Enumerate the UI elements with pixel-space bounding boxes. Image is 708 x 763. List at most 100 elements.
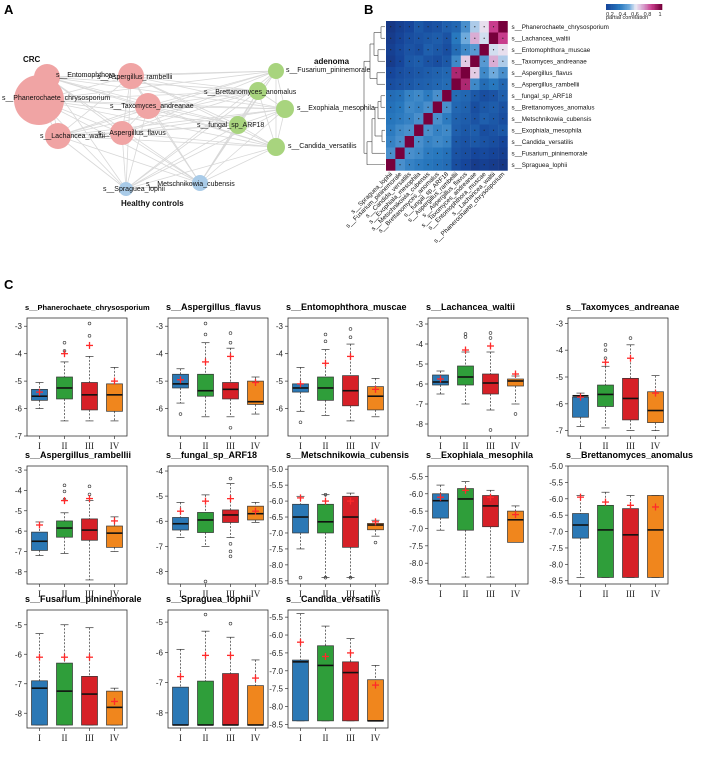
- outlier-point: [203, 332, 208, 337]
- heatmap-color-legend: partial correlation 0.2 0.4 0.6 0.8 1: [606, 4, 663, 21]
- x-tick-label: I: [179, 733, 182, 743]
- heatmap-significance-dot: [455, 118, 457, 120]
- outlier-point: [513, 412, 518, 416]
- heatmap-row-label: s__Phanerochaete_chrysosporium: [512, 24, 609, 31]
- outlier-point: [348, 335, 353, 339]
- y-tick-label: -4: [416, 340, 424, 349]
- legend-swatch: [625, 4, 628, 10]
- heatmap-significance-dot: [464, 106, 467, 108]
- heatmap-significance-dot: [436, 72, 439, 74]
- heatmap-significance-dot: [408, 164, 410, 166]
- x-tick-label: I: [38, 733, 41, 743]
- y-tick-label: -7: [15, 680, 23, 689]
- heatmap-significance-dot: [390, 26, 392, 28]
- legend-tick: 0.4: [619, 12, 627, 18]
- boxplot-title: s__fungal_sp_ARF18: [166, 450, 257, 460]
- heatmap-significance-dot: [446, 129, 448, 131]
- y-tick-label: -8: [156, 709, 164, 718]
- y-tick-label: -7.5: [409, 542, 423, 551]
- heatmap-significance-dot: [390, 72, 392, 74]
- x-tick-label: I: [439, 441, 442, 451]
- legend-swatch: [646, 4, 649, 10]
- box-III: [81, 382, 98, 411]
- outlier-point: [348, 327, 353, 331]
- heatmap-significance-dot: [492, 164, 495, 166]
- heatmap-significance-dot: [464, 164, 467, 166]
- x-tick-label: III: [346, 441, 355, 451]
- heatmap-row-label: s__Candida_versatilis: [512, 139, 574, 146]
- x-tick-label: II: [62, 441, 68, 451]
- box-I: [292, 503, 309, 534]
- heatmap-significance-dot: [483, 83, 485, 85]
- boxplot-subpanel: s__Aspergillus_flavus-6-5-4-3I II III IV: [156, 302, 269, 451]
- x-tick-label: I: [439, 589, 442, 599]
- heatmap-significance-dot: [390, 118, 392, 120]
- heatmap-significance-dot: [408, 152, 410, 154]
- outlier-point: [603, 343, 608, 347]
- network-edge: [257, 90, 277, 148]
- outlier-point: [463, 332, 468, 336]
- boxplot-title: s__Fusarium_pininemorale: [25, 594, 142, 604]
- legend-swatch: [606, 4, 608, 10]
- network-node-label: s__Aspergillus_flavus: [98, 130, 166, 137]
- outlier-point: [348, 575, 353, 580]
- x-tick-label: III: [85, 441, 94, 451]
- legend-tick: 0.6: [631, 12, 639, 18]
- y-tick-label: -7: [15, 432, 23, 441]
- legend-swatch: [656, 4, 659, 10]
- heatmap-significance-dot: [418, 60, 420, 62]
- legend-swatch: [655, 4, 657, 10]
- box-I: [572, 513, 589, 539]
- outlier-point: [87, 484, 92, 489]
- heatmap-significance-dot: [436, 26, 439, 28]
- x-tick-label: IV: [110, 589, 120, 599]
- x-tick-label: IV: [511, 441, 521, 451]
- x-tick-label: III: [85, 589, 94, 599]
- heatmap-significance-dot: [418, 95, 420, 97]
- legend-swatch: [660, 4, 663, 10]
- heatmap-row-labels: s__Phanerochaete_chrysosporium s__Lachanc…: [512, 24, 609, 169]
- heatmap-significance-dot: [483, 95, 485, 97]
- heatmap-significance-dot: [408, 72, 410, 74]
- heatmap-significance-dot: [492, 118, 495, 120]
- legend-swatch: [652, 4, 654, 10]
- heatmap-significance-dot: [455, 141, 457, 143]
- legend-swatch: [648, 4, 650, 10]
- box-III: [622, 508, 639, 578]
- heatmap-significance-dot: [427, 95, 429, 97]
- x-tick-label: I: [299, 441, 302, 451]
- plot-frame: [167, 609, 269, 729]
- heatmap-cell: [488, 32, 499, 45]
- heatmap-significance-dot: [502, 83, 504, 85]
- legend-swatch: [650, 4, 653, 10]
- legend-swatch: [618, 4, 621, 10]
- network-edge: [199, 124, 239, 184]
- box-I: [292, 659, 309, 722]
- legend-swatch: [614, 4, 617, 10]
- y-tick-label: -3: [416, 320, 424, 329]
- heatmap-significance-dot: [390, 83, 392, 85]
- heatmap-cell: [432, 101, 443, 114]
- network-edge: [121, 70, 277, 134]
- legend-swatch: [620, 4, 622, 10]
- legend-swatch: [659, 4, 661, 10]
- legend-swatch: [627, 4, 629, 10]
- x-tick-label: II: [463, 589, 469, 599]
- network-edge: [147, 105, 201, 184]
- outlier-point: [488, 428, 493, 432]
- legend-swatch: [645, 4, 647, 10]
- x-tick-label: II: [203, 441, 209, 451]
- x-tick-label: I: [579, 441, 582, 451]
- y-tick-label: -7: [15, 547, 23, 556]
- heatmap-significance-dot: [483, 37, 485, 39]
- box-IV: [106, 383, 123, 412]
- legend-tick: 1: [658, 12, 661, 18]
- legend-title: partial correlation: [606, 15, 648, 21]
- heatmap-significance-dot: [408, 37, 410, 39]
- heatmap-significance-dot: [455, 26, 457, 28]
- outlier-point: [298, 420, 303, 424]
- heatmap-significance-dot: [399, 141, 401, 143]
- outlier-point: [228, 621, 233, 626]
- heatmap-significance-dot: [427, 26, 429, 28]
- network-node: [135, 93, 161, 119]
